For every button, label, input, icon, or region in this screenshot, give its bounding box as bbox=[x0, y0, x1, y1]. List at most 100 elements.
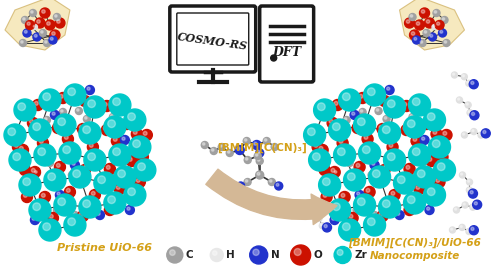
Circle shape bbox=[314, 99, 336, 121]
Circle shape bbox=[319, 165, 330, 175]
Circle shape bbox=[408, 173, 410, 175]
Circle shape bbox=[408, 120, 415, 128]
Circle shape bbox=[108, 120, 116, 128]
Circle shape bbox=[29, 199, 51, 221]
Circle shape bbox=[454, 208, 456, 210]
Circle shape bbox=[30, 119, 33, 123]
Circle shape bbox=[274, 182, 282, 190]
Circle shape bbox=[39, 219, 61, 241]
Circle shape bbox=[416, 22, 420, 25]
Circle shape bbox=[333, 169, 340, 176]
Circle shape bbox=[337, 137, 348, 148]
Circle shape bbox=[414, 183, 425, 194]
Circle shape bbox=[270, 180, 272, 182]
Circle shape bbox=[96, 211, 104, 220]
Circle shape bbox=[9, 149, 31, 171]
Circle shape bbox=[48, 173, 56, 180]
Circle shape bbox=[136, 178, 140, 182]
Circle shape bbox=[438, 163, 445, 171]
Text: [BMIM][C(CN)₃]: [BMIM][C(CN)₃] bbox=[217, 143, 306, 153]
Circle shape bbox=[104, 164, 116, 175]
Circle shape bbox=[362, 146, 370, 154]
Circle shape bbox=[56, 190, 64, 200]
Circle shape bbox=[142, 129, 152, 140]
Circle shape bbox=[384, 117, 386, 119]
Circle shape bbox=[140, 153, 143, 157]
Circle shape bbox=[104, 126, 107, 130]
Circle shape bbox=[317, 217, 319, 219]
Circle shape bbox=[263, 137, 270, 144]
Circle shape bbox=[404, 116, 425, 138]
Circle shape bbox=[243, 137, 250, 144]
Circle shape bbox=[170, 250, 175, 255]
Circle shape bbox=[90, 143, 93, 147]
Circle shape bbox=[84, 165, 87, 167]
Circle shape bbox=[86, 86, 94, 94]
Circle shape bbox=[110, 114, 116, 121]
Circle shape bbox=[73, 170, 80, 178]
Circle shape bbox=[472, 112, 474, 115]
Circle shape bbox=[12, 141, 24, 153]
Circle shape bbox=[34, 25, 35, 27]
Circle shape bbox=[344, 118, 347, 120]
Circle shape bbox=[355, 190, 364, 200]
Circle shape bbox=[444, 41, 446, 43]
Circle shape bbox=[428, 157, 432, 161]
Circle shape bbox=[434, 159, 456, 181]
Circle shape bbox=[40, 139, 43, 143]
Circle shape bbox=[352, 122, 363, 133]
Circle shape bbox=[72, 211, 78, 218]
Circle shape bbox=[368, 172, 375, 179]
Circle shape bbox=[358, 142, 380, 164]
Circle shape bbox=[68, 218, 76, 225]
Circle shape bbox=[54, 13, 60, 20]
Circle shape bbox=[420, 8, 430, 18]
Circle shape bbox=[424, 111, 426, 113]
Circle shape bbox=[329, 119, 333, 123]
Circle shape bbox=[406, 20, 410, 23]
Circle shape bbox=[342, 93, 350, 101]
Circle shape bbox=[372, 170, 380, 178]
Circle shape bbox=[328, 119, 350, 141]
Circle shape bbox=[84, 117, 87, 119]
Circle shape bbox=[124, 184, 146, 206]
Circle shape bbox=[40, 30, 46, 37]
Circle shape bbox=[370, 161, 379, 169]
Circle shape bbox=[18, 103, 26, 111]
Circle shape bbox=[358, 118, 365, 126]
Polygon shape bbox=[400, 0, 464, 50]
Circle shape bbox=[332, 123, 340, 130]
Circle shape bbox=[452, 72, 458, 78]
Circle shape bbox=[50, 214, 53, 218]
Circle shape bbox=[50, 37, 53, 40]
Circle shape bbox=[120, 160, 126, 167]
Circle shape bbox=[331, 168, 335, 172]
Circle shape bbox=[44, 41, 47, 43]
Circle shape bbox=[324, 225, 327, 228]
Circle shape bbox=[34, 101, 38, 105]
Circle shape bbox=[381, 97, 385, 101]
Circle shape bbox=[337, 249, 343, 256]
Circle shape bbox=[364, 214, 386, 236]
Circle shape bbox=[78, 123, 88, 134]
Circle shape bbox=[116, 185, 120, 189]
Circle shape bbox=[304, 124, 326, 146]
Circle shape bbox=[228, 151, 230, 153]
Circle shape bbox=[128, 188, 136, 196]
Circle shape bbox=[424, 18, 434, 28]
Circle shape bbox=[370, 173, 372, 175]
Circle shape bbox=[144, 132, 147, 135]
Circle shape bbox=[268, 179, 276, 186]
Circle shape bbox=[410, 30, 420, 40]
Circle shape bbox=[30, 167, 40, 178]
Circle shape bbox=[254, 153, 261, 160]
Circle shape bbox=[244, 139, 247, 141]
Circle shape bbox=[420, 161, 422, 163]
Circle shape bbox=[384, 165, 386, 167]
Circle shape bbox=[258, 159, 260, 161]
Circle shape bbox=[403, 126, 407, 130]
Circle shape bbox=[22, 167, 25, 170]
Circle shape bbox=[319, 146, 323, 150]
Circle shape bbox=[408, 144, 430, 166]
Circle shape bbox=[44, 169, 66, 191]
